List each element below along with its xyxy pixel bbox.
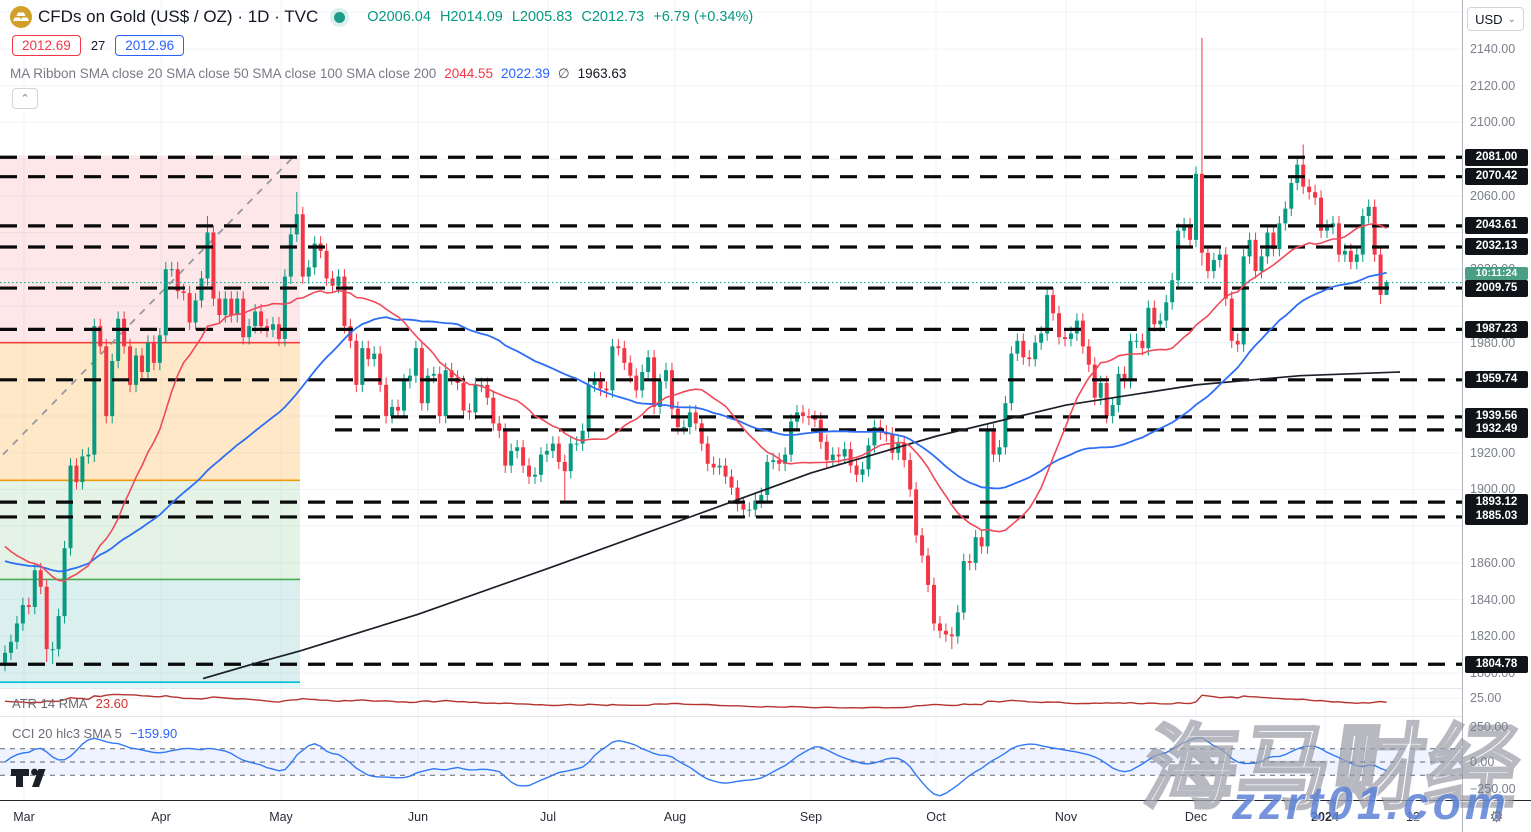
cci-axis-label: 0.00 (1470, 755, 1495, 769)
month-label: Oct (926, 810, 946, 824)
price-axis-label: 1840.00 (1470, 592, 1516, 607)
price-level-chip: 1885.03 (1465, 508, 1528, 526)
currency-selector[interactable]: USD ⌄ (1467, 7, 1524, 31)
sma100-value: ∅ (557, 66, 570, 81)
sma50-value: 2022.39 (501, 66, 550, 81)
support-resistance-lines[interactable] (0, 155, 1462, 666)
price-level-chip: 2043.61 (1465, 217, 1528, 235)
month-label: Mar (13, 810, 35, 824)
cci-axis-label: 250.00 (1470, 720, 1509, 734)
price-level-chip: 2070.42 (1465, 168, 1528, 186)
price-level-chip: 1804.78 (1465, 655, 1528, 673)
price-level-chip: 2081.00 (1465, 148, 1528, 166)
atr-axis-label: 25.00 (1470, 691, 1502, 705)
ohlc-values: O2006.04 H2014.09 L2005.83 C2012.73 +6.7… (367, 9, 754, 25)
month-label: Jun (407, 810, 429, 824)
price-level-chip: 2032.13 (1465, 238, 1528, 256)
cci-legend[interactable]: CCI 20 hlc3 SMA 5 −159.90 (12, 726, 178, 741)
change-value: +6.79 (+0.34%) (653, 9, 754, 25)
price-axis-label: 1980.00 (1470, 335, 1516, 350)
atr-legend[interactable]: ATR 14 RMA 23.60 (12, 696, 129, 711)
candles (3, 37, 1389, 672)
price-axis-label: 2100.00 (1470, 115, 1516, 130)
price-level-chip: 2009.75 (1465, 279, 1528, 297)
sma50-line[interactable] (4, 271, 1387, 573)
month-label: Sep (799, 810, 823, 824)
time-axis[interactable]: Mar Apr May Jun Jul Aug Sep Oct Nov Dec 2024 12 (0, 801, 1531, 832)
ma-ribbon-legend[interactable]: MA Ribbon SMA close 20 SMA close 50 SMA … (10, 66, 626, 82)
price-axis-label: 1860.00 (1470, 555, 1516, 570)
symbol-title[interactable]: CFDs on Gold (US$ / OZ) · 1D · TVC (38, 7, 319, 26)
gear-icon: ⚙ (1489, 808, 1504, 826)
price-axis-label: 1920.00 (1470, 445, 1516, 460)
price-axis-label: 2140.00 (1470, 42, 1516, 56)
price-axis[interactable]: USD ⌄ 2140.002120.002100.002060.002020.0… (1462, 0, 1531, 832)
cci-value: −159.90 (129, 726, 178, 741)
month-label: Dec (1184, 810, 1208, 824)
chevron-down-icon: ⌄ (1507, 13, 1516, 25)
current-price-countdown-chip: 10:11:24 (1465, 267, 1528, 281)
month-label: 12 (1406, 810, 1420, 824)
month-label: May (269, 810, 293, 824)
sell-bid-button[interactable]: 2012.69 (12, 35, 81, 56)
price-axis-label: 1820.00 (1470, 629, 1516, 644)
price-level-chip: 1939.56 (1465, 408, 1528, 426)
price-axis-label: 2060.00 (1470, 188, 1516, 203)
price-level-chip: 1987.23 (1465, 320, 1528, 338)
sma20-value: 2044.55 (444, 66, 494, 81)
month-label: Apr (151, 810, 171, 824)
price-level-chip: 1959.74 (1465, 371, 1528, 389)
month-label: 2024 (1311, 810, 1339, 824)
price-axis-label: 2120.00 (1470, 78, 1516, 93)
axis-settings-button[interactable]: ⚙ (1462, 801, 1531, 832)
price-level-chip: 1893.12 (1465, 493, 1528, 511)
sma200-value: 1963.63 (577, 66, 627, 81)
month-label: Jul (540, 810, 556, 824)
spread-value: 27 (90, 38, 106, 53)
tradingview-logo[interactable] (10, 766, 46, 790)
sma200-line[interactable] (202, 371, 1401, 680)
market-status-dot[interactable] (334, 11, 346, 23)
month-label: Nov (1054, 810, 1078, 824)
chevron-up-icon: ⌃ (20, 93, 30, 105)
cci-axis-label: −250.00 (1470, 782, 1516, 796)
month-label: Aug (663, 810, 687, 824)
ma-ribbon-title: MA Ribbon SMA close 20 SMA close 50 SMA … (10, 66, 437, 81)
cci-line[interactable] (4, 736, 1387, 797)
atr-line[interactable] (4, 693, 1387, 709)
collapse-legend-button[interactable]: ⌃ (12, 88, 38, 109)
price-level-chip: 1932.49 (1465, 421, 1528, 439)
sma20-line[interactable] (4, 222, 1387, 582)
gold-symbol-icon (10, 6, 32, 28)
atr-value: 23.60 (95, 696, 129, 711)
buy-ask-button[interactable]: 2012.96 (115, 35, 185, 56)
price-axis-label: 1900.00 (1470, 482, 1516, 497)
